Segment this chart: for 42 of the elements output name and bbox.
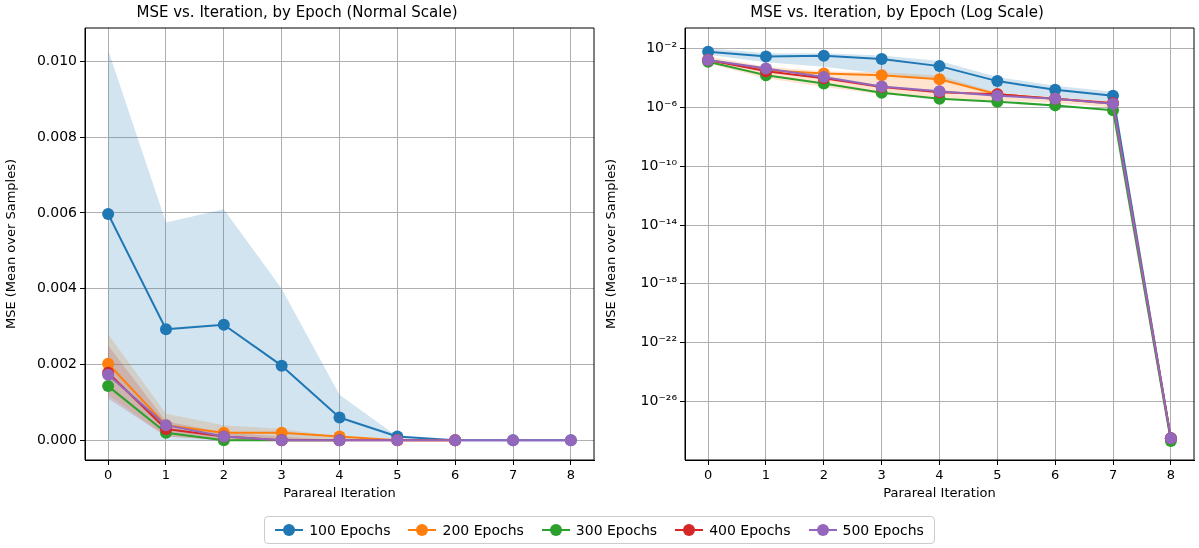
x-tick-label: 8 [1166, 467, 1175, 483]
x-tick-label: 4 [935, 467, 944, 483]
x-tick-label: 8 [566, 467, 575, 483]
x-tick-label: 1 [761, 467, 771, 483]
legend-label: 300 Epochs [575, 522, 658, 538]
x-tick-label: 7 [508, 467, 518, 483]
x-tick-label: 0 [704, 467, 713, 483]
y-axis-title: MSE (Mean over Samples) [603, 158, 619, 330]
y-axis-title: MSE (Mean over Samples) [3, 158, 19, 330]
legend-label: 500 Epochs [842, 522, 924, 538]
x-axis-title: Parareal Iteration [883, 484, 996, 500]
x-tick-label: 2 [219, 467, 228, 483]
y-tick-label: 0.002 [36, 355, 77, 372]
chart-title: MSE vs. Iteration, by Epoch (Log Scale) [750, 2, 1044, 21]
x-tick-label: 3 [877, 467, 886, 483]
y-tick-label: 0.006 [36, 203, 78, 220]
legend-label: 200 Epochs [442, 522, 524, 538]
x-tick-label: 1 [161, 467, 171, 483]
y-tick-label: 10⁻¹⁰ [640, 156, 678, 173]
legend-label: 400 Epochs [709, 522, 791, 538]
x-tick-label: 5 [393, 467, 402, 483]
x-tick-label: 6 [1051, 467, 1060, 483]
x-tick-label: 5 [993, 467, 1002, 483]
y-tick-label: 10⁻¹⁴ [640, 215, 678, 232]
y-tick-label: 0.004 [36, 279, 78, 296]
x-axis-title: Parareal Iteration [283, 484, 396, 500]
chart-title: MSE vs. Iteration, by Epoch (Normal Scale) [136, 2, 458, 21]
legend-label: 100 Epochs [309, 522, 391, 538]
y-tick-label: 10⁻⁶ [646, 98, 678, 115]
y-tick-label: 0.008 [36, 127, 77, 144]
x-tick-label: 6 [451, 467, 460, 483]
y-tick-label: 10⁻²⁶ [640, 391, 678, 408]
y-tick-label: 10⁻² [646, 39, 677, 56]
x-tick-label: 4 [335, 467, 344, 483]
y-tick-label: 0.000 [36, 430, 77, 447]
x-tick-label: 2 [819, 467, 828, 483]
x-tick-label: 0 [104, 467, 113, 483]
y-tick-label: 10⁻²² [640, 333, 677, 350]
y-tick-label: 0.010 [36, 51, 77, 68]
x-tick-label: 7 [1108, 467, 1118, 483]
y-tick-label: 10⁻¹⁸ [640, 274, 678, 291]
x-tick-label: 3 [277, 467, 286, 483]
